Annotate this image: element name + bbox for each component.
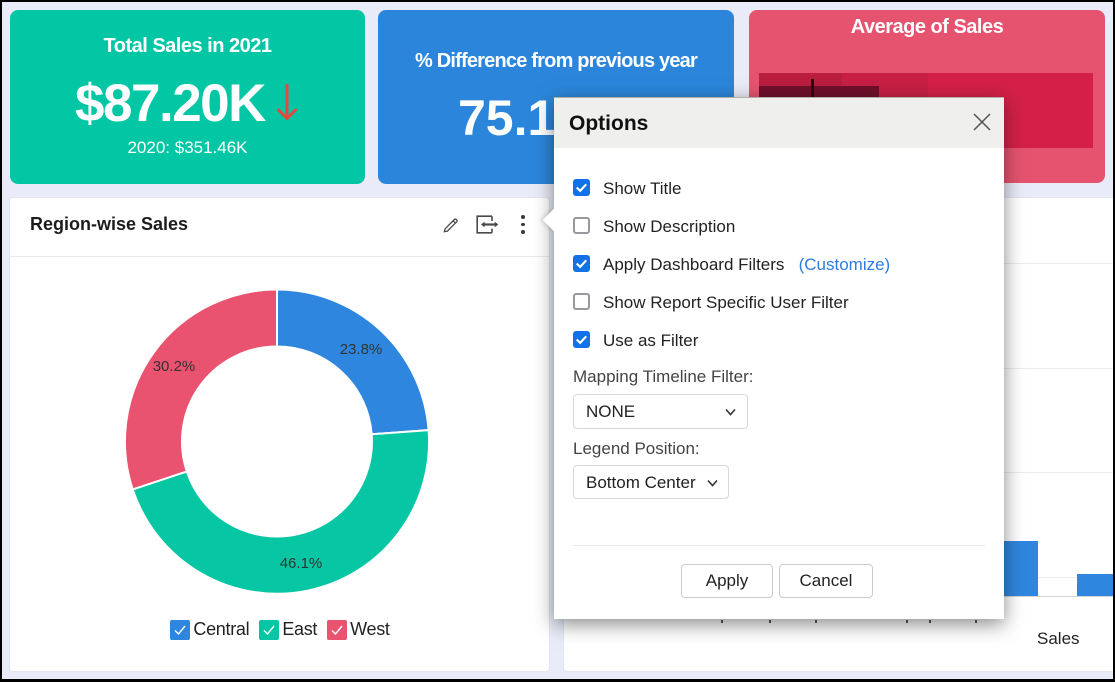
svg-text:23.8%: 23.8%	[340, 341, 383, 358]
svg-text:30.2%: 30.2%	[153, 358, 196, 375]
svg-text:46.1%: 46.1%	[280, 555, 323, 572]
